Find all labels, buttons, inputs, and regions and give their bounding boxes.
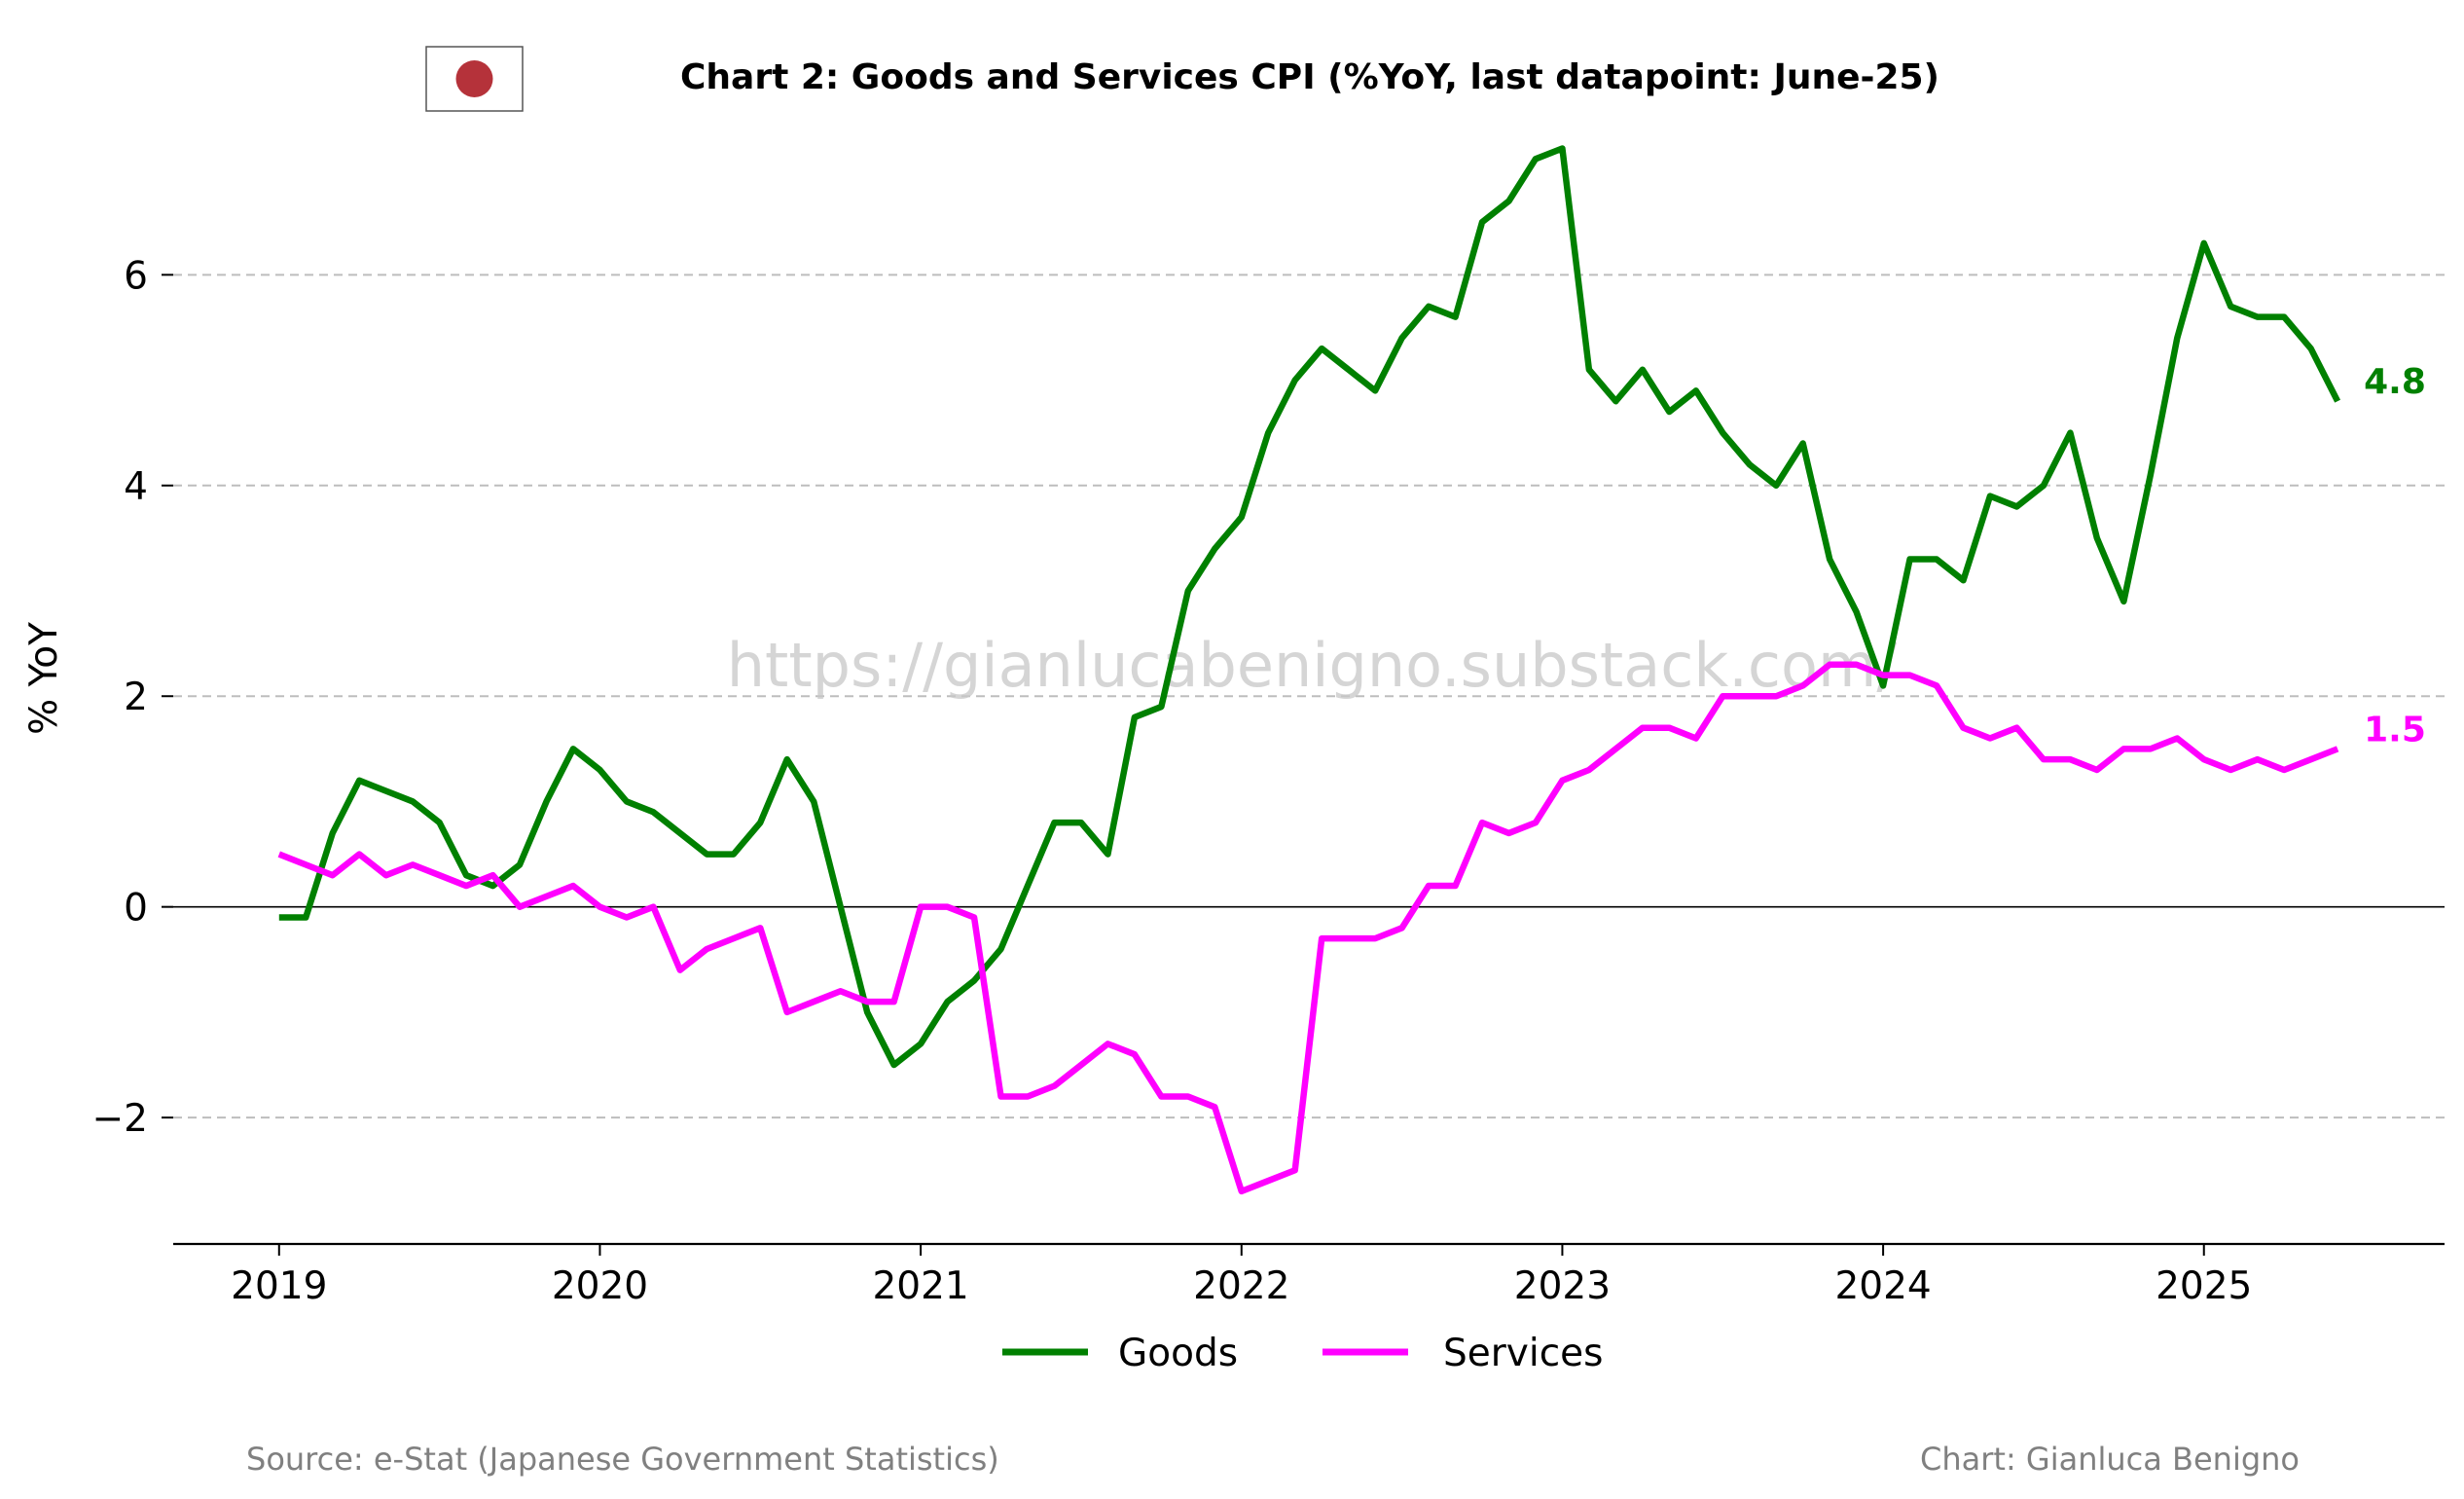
y-ticks: −2 0 2 4 6	[92, 254, 173, 1141]
chart-credit: Chart: Gianluca Benigno	[1920, 1441, 2300, 1478]
legend-goods-label: Goods	[1118, 1332, 1238, 1375]
source-note: Source: e-Stat (Japanese Government Stat…	[246, 1441, 999, 1478]
japan-flag-icon	[425, 46, 524, 112]
x-tick-label: 2021	[872, 1264, 968, 1308]
x-tick-label: 2024	[1834, 1264, 1931, 1308]
end-label-services: 1.5	[2364, 710, 2426, 750]
x-tick-label: 2019	[231, 1264, 327, 1308]
series-line-goods	[278, 145, 2341, 1069]
series-lines	[277, 145, 2341, 1195]
y-tick-label: 0	[124, 887, 148, 931]
y-tick-label: 6	[124, 254, 148, 298]
x-tick-label: 2023	[1514, 1264, 1611, 1308]
x-tick-label: 2022	[1193, 1264, 1289, 1308]
chart-title: Chart 2: Goods and Services CPI (%YoY, l…	[680, 57, 1939, 97]
y-tick-label: 2	[124, 676, 148, 719]
gridlines	[173, 274, 2445, 1119]
end-labels: 4.8 1.5	[2364, 362, 2426, 750]
y-tick-label: 4	[124, 465, 148, 509]
watermark: https://gianlucabenigno.substack.com/	[727, 630, 1898, 701]
legend: Goods Services	[1002, 1332, 1603, 1375]
legend-services-label: Services	[1443, 1332, 1603, 1375]
y-axis-label: % YoY	[22, 622, 66, 735]
y-tick-label: −2	[92, 1097, 149, 1141]
series-line-services	[277, 661, 2339, 1195]
x-ticks: 2019 2020 2021 2022 2023 2024 2025	[231, 1244, 2252, 1308]
x-tick-label: 2020	[552, 1264, 648, 1308]
x-tick-label: 2025	[2156, 1264, 2252, 1308]
end-label-goods: 4.8	[2364, 362, 2426, 402]
